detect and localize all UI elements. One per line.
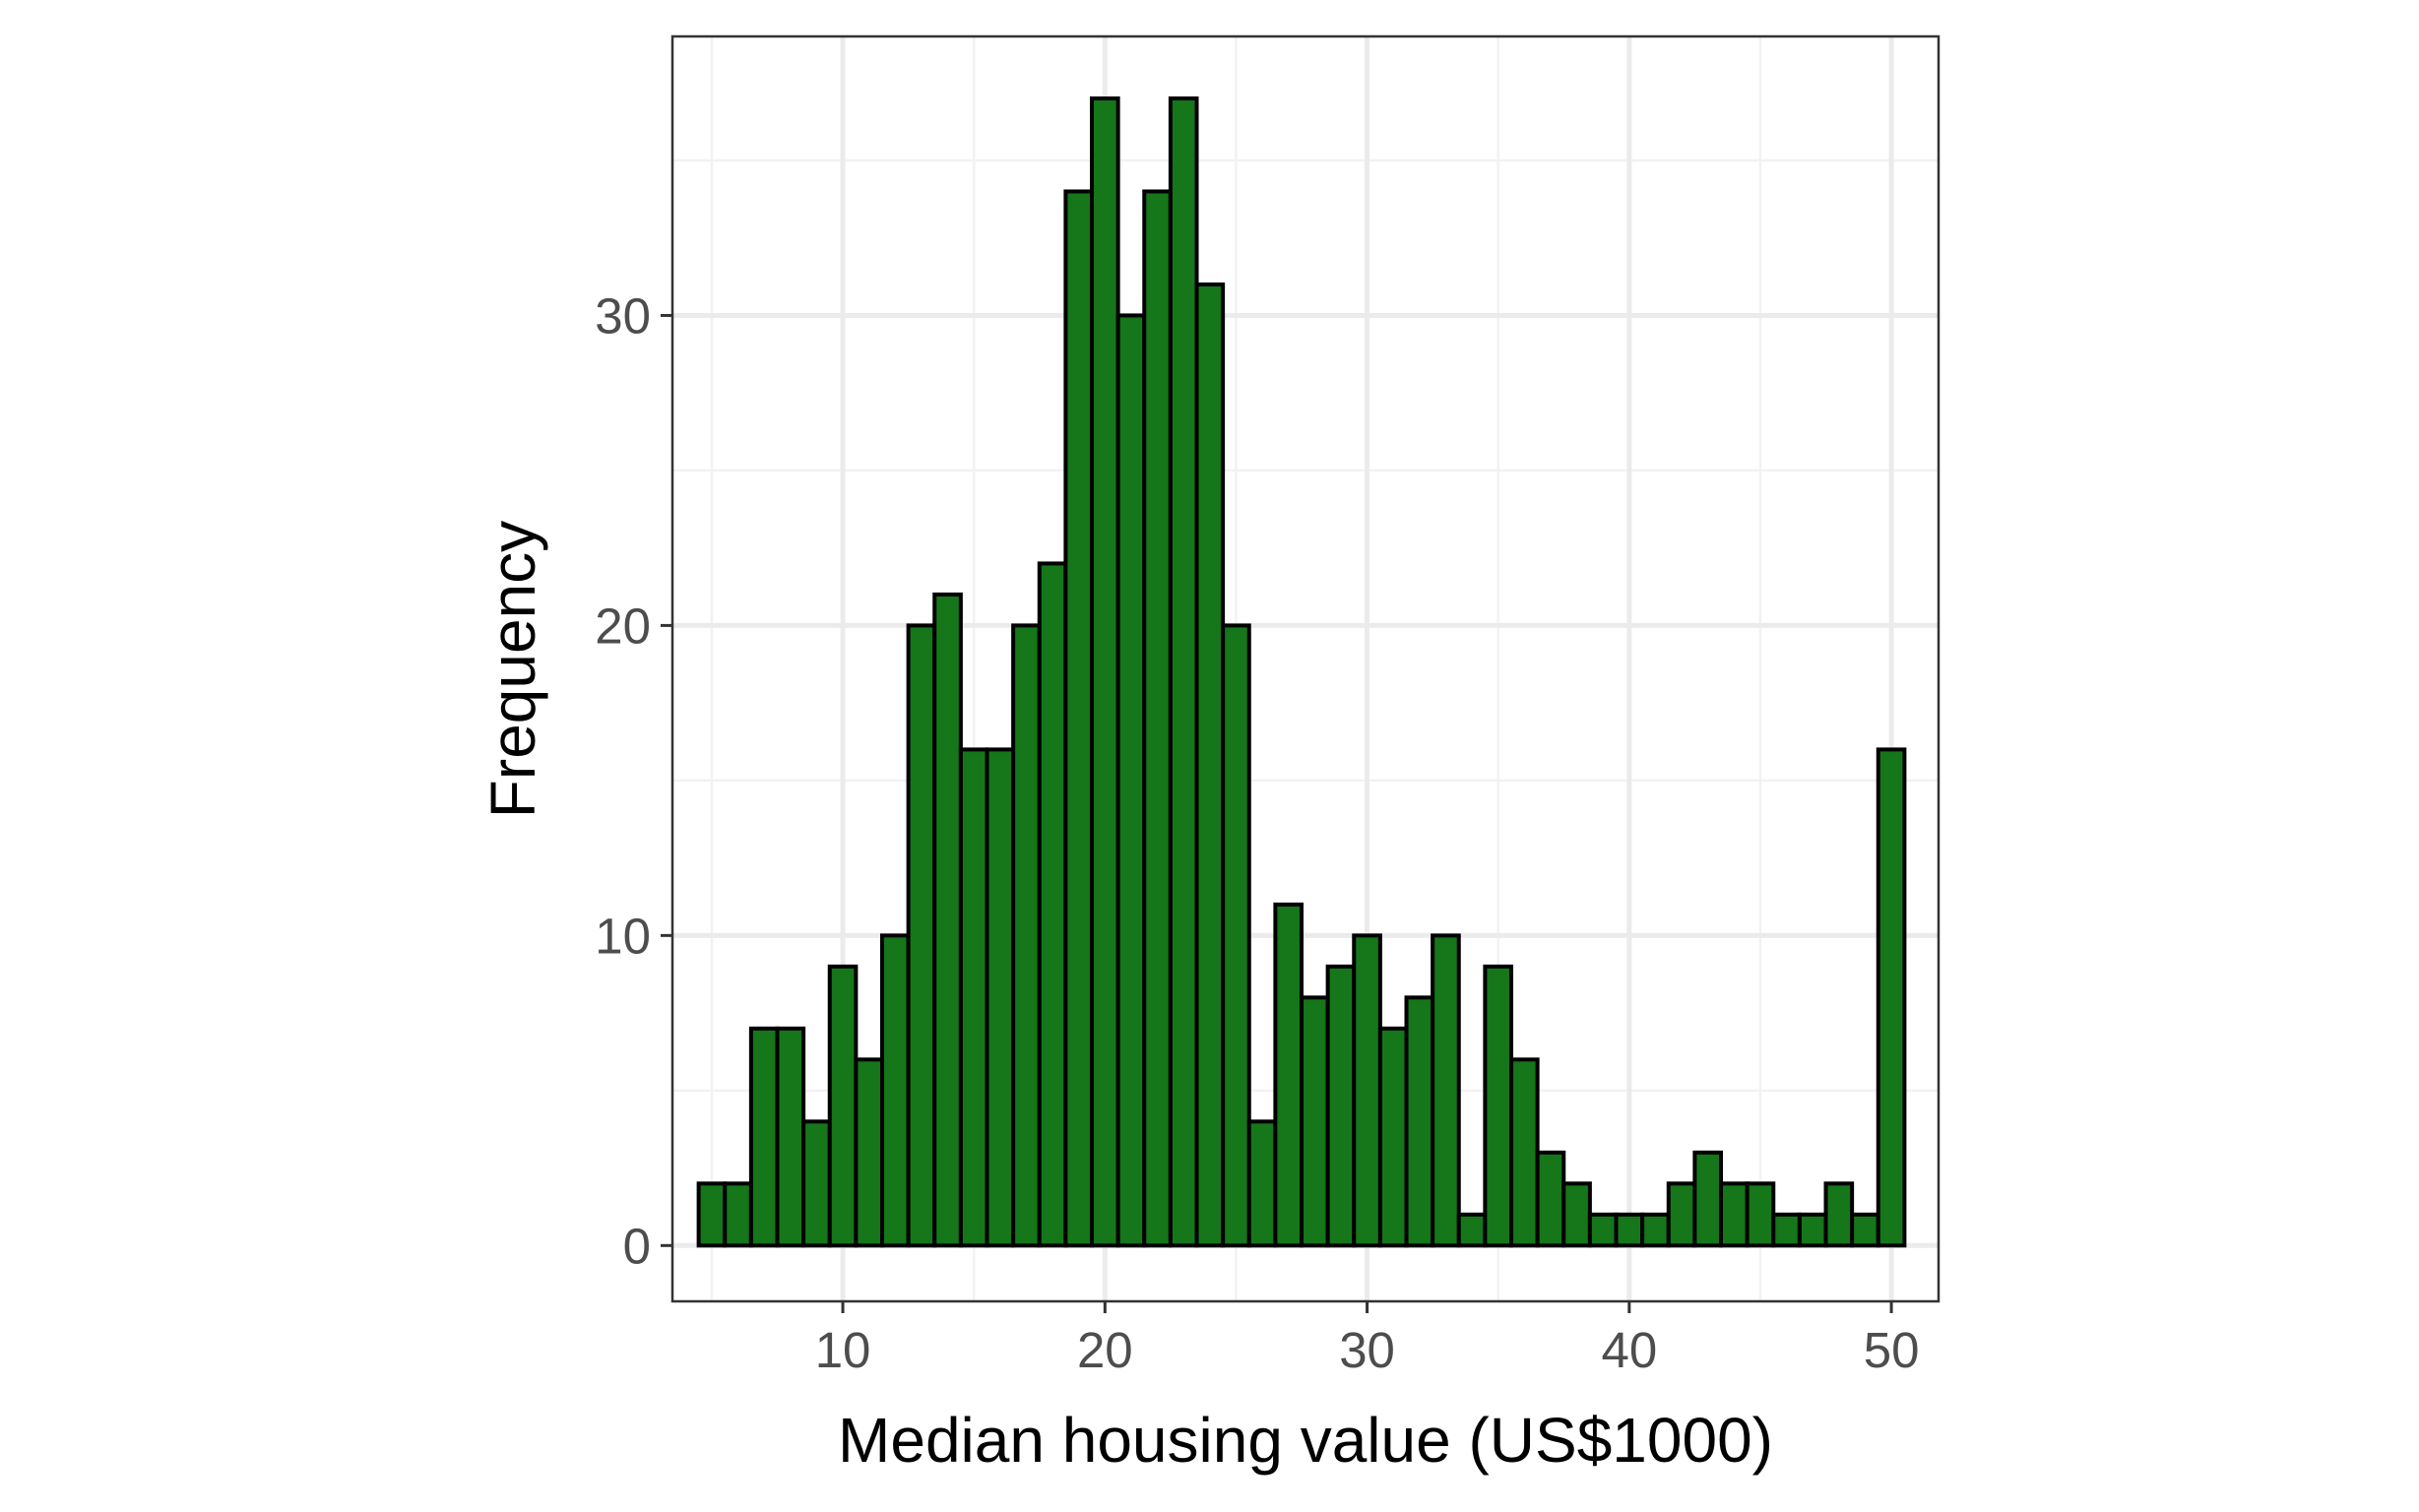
histogram-bar — [1483, 964, 1514, 1248]
histogram-bar — [854, 1057, 885, 1248]
histogram-bar — [1535, 1150, 1566, 1248]
histogram-bars — [696, 95, 1907, 1248]
histogram-bar — [880, 933, 911, 1248]
histogram-bar — [985, 747, 1016, 1248]
y-axis-title: Frequency — [477, 521, 548, 818]
histogram-bar — [1666, 1181, 1697, 1248]
histogram-bar — [1771, 1212, 1802, 1248]
histogram-bar — [1509, 1057, 1540, 1248]
histogram-bar — [1115, 313, 1147, 1248]
histogram-bar — [1142, 189, 1173, 1248]
histogram-bar — [1404, 995, 1435, 1248]
histogram-bar — [1037, 561, 1068, 1248]
x-axis: 10 20 30 40 50 — [815, 1301, 1920, 1378]
histogram-bar — [1719, 1181, 1750, 1248]
histogram-bar — [1090, 95, 1120, 1248]
histogram-bar — [1876, 747, 1907, 1248]
histogram-bar — [1352, 933, 1382, 1248]
y-tick-label: 20 — [595, 598, 651, 654]
histogram-bar — [775, 1026, 806, 1248]
histogram-bar — [1692, 1150, 1724, 1248]
x-tick-label: 40 — [1601, 1322, 1657, 1378]
histogram-bar — [801, 1119, 832, 1248]
histogram-bar — [1561, 1181, 1592, 1248]
histogram-bar — [906, 623, 937, 1248]
x-tick-label: 30 — [1339, 1322, 1395, 1378]
histogram-bar — [1273, 902, 1305, 1248]
histogram-bar — [1011, 623, 1042, 1248]
histogram-bar — [1745, 1181, 1776, 1248]
plot-panel-border — [670, 34, 1941, 1303]
histogram-bar — [1431, 933, 1461, 1248]
histogram-bar — [1194, 282, 1226, 1248]
histogram-bar — [827, 964, 859, 1248]
x-tick-label: 20 — [1077, 1322, 1133, 1378]
y-tick-label: 10 — [595, 908, 651, 964]
histogram-bar — [723, 1181, 753, 1248]
histogram-bar — [1640, 1212, 1671, 1248]
histogram-bar — [1300, 995, 1330, 1248]
histogram-bar — [1063, 189, 1095, 1248]
histogram-bar — [1823, 1181, 1855, 1248]
histogram-bar — [1850, 1212, 1880, 1248]
histogram-bar — [748, 1026, 780, 1248]
histogram-bar — [1168, 95, 1199, 1248]
y-axis: 0 10 20 30 — [595, 287, 672, 1274]
histogram-bar — [1221, 623, 1251, 1248]
x-tick-label: 10 — [815, 1322, 871, 1378]
histogram-bar — [958, 747, 989, 1248]
histogram-bar — [1587, 1212, 1619, 1248]
histogram-bar — [1614, 1212, 1645, 1248]
histogram-bar — [932, 592, 963, 1248]
y-tick-label: 30 — [595, 287, 651, 344]
y-tick-label: 0 — [623, 1218, 651, 1274]
histogram-bar — [1456, 1212, 1488, 1248]
x-axis-title: Median housing value (US$1000) — [838, 1405, 1773, 1476]
histogram-bar — [1325, 964, 1357, 1248]
histogram-bar — [1797, 1212, 1828, 1248]
histogram-bar — [696, 1181, 728, 1248]
histogram-bar — [1377, 1026, 1409, 1248]
x-tick-label: 50 — [1864, 1322, 1920, 1378]
histogram-bar — [1246, 1119, 1278, 1248]
